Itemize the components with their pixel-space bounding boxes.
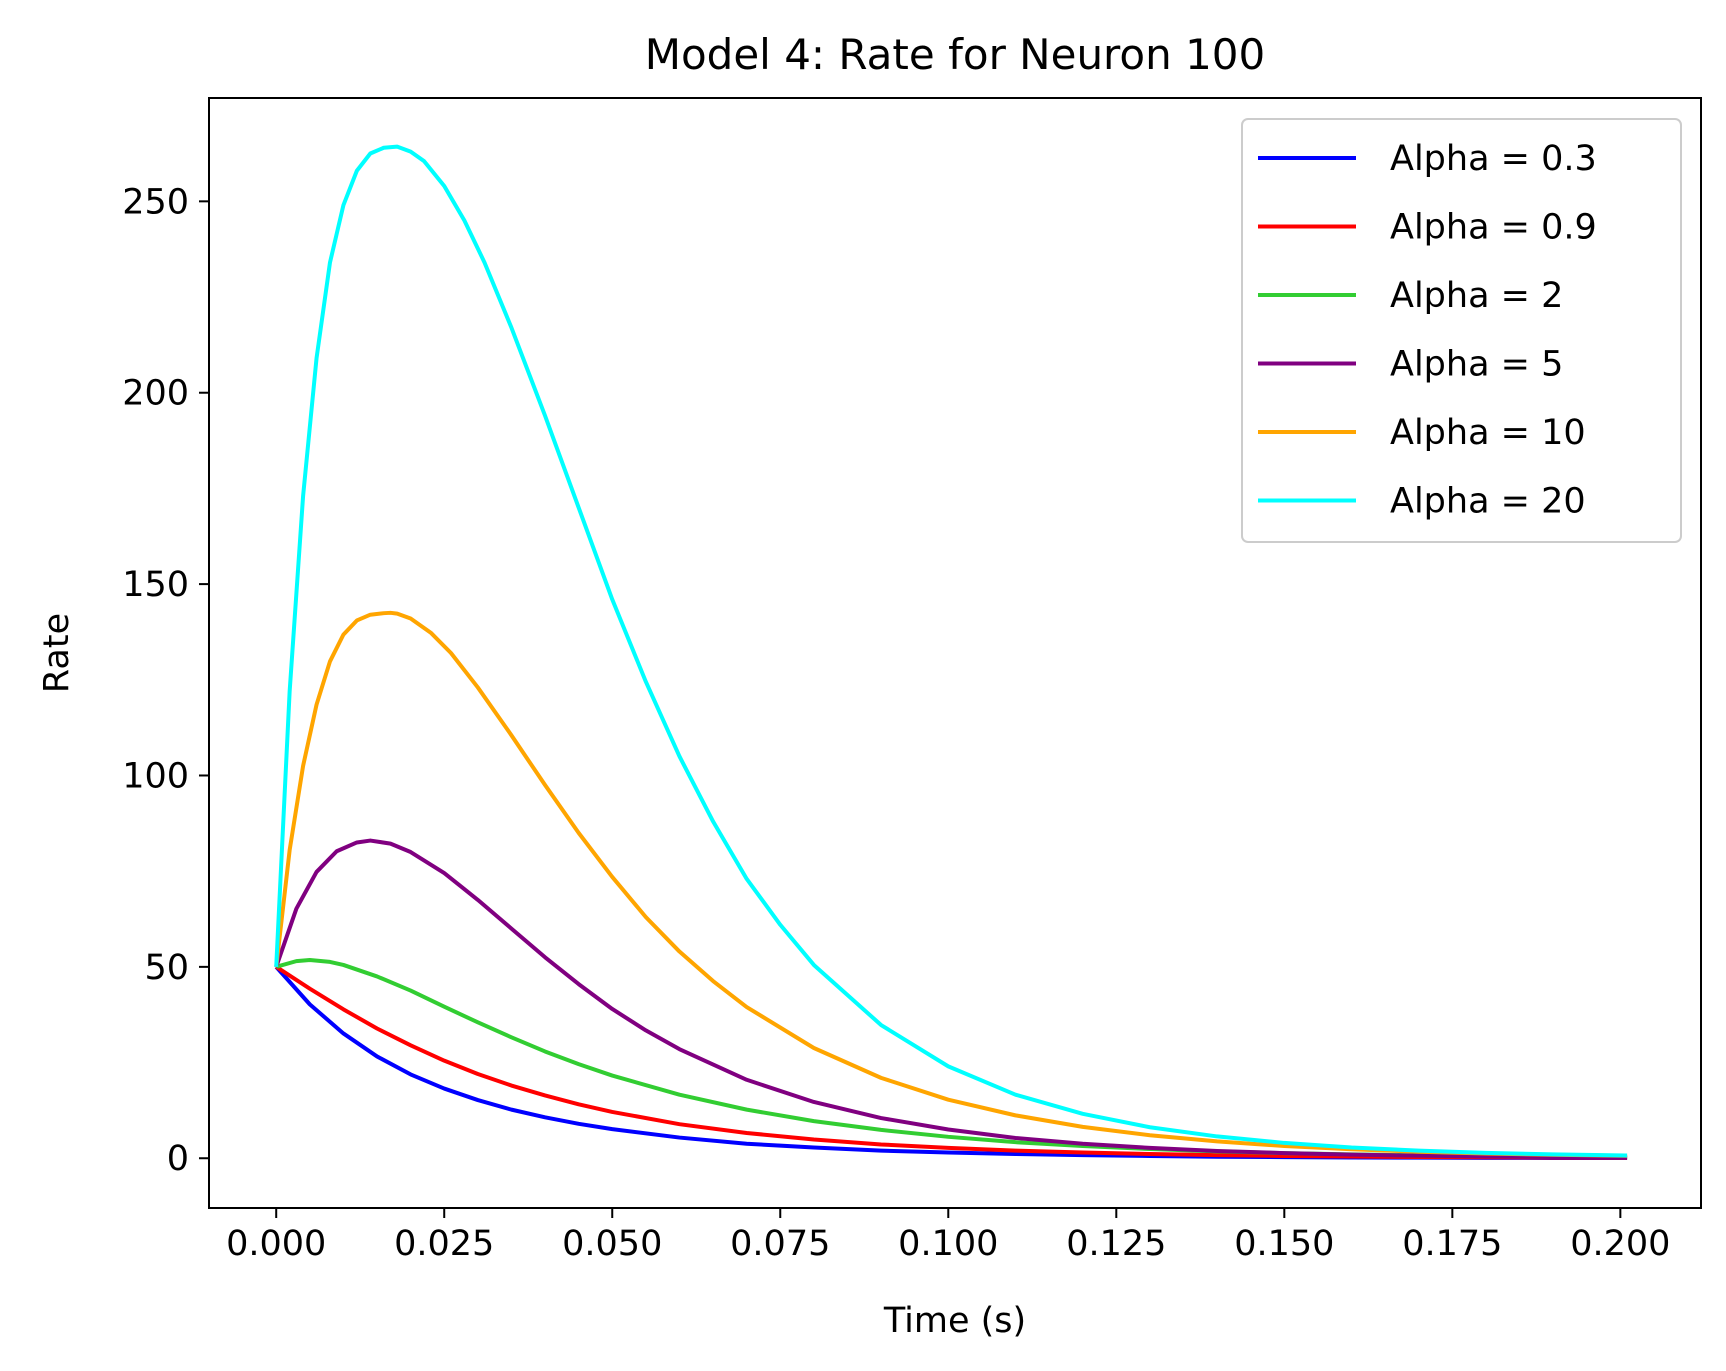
legend-label: Alpha = 20 <box>1390 482 1586 522</box>
legend-label: Alpha = 10 <box>1390 413 1586 453</box>
legend-label: Alpha = 0.3 <box>1390 139 1597 179</box>
legend-label: Alpha = 2 <box>1390 276 1563 316</box>
legend-label: Alpha = 0.9 <box>1390 208 1597 248</box>
x-tick-label: 0.175 <box>1402 1224 1502 1264</box>
y-tick-label: 200 <box>122 374 189 414</box>
y-tick-label: 0 <box>167 1139 189 1179</box>
y-axis-label: Rate <box>37 613 77 693</box>
legend-label: Alpha = 5 <box>1390 345 1563 385</box>
legend-items: Alpha = 0.3 Alpha = 0.9 Alpha = 2 Alpha = 5… <box>1258 139 1597 522</box>
x-tick-label: 0.125 <box>1066 1224 1166 1264</box>
x-tick-label: 0.150 <box>1234 1224 1334 1264</box>
legend: Alpha = 0.3 Alpha = 0.9 Alpha = 2 Alpha = 5… <box>1241 118 1682 543</box>
x-tick-label: 0.050 <box>562 1224 662 1264</box>
y-axis-ticks: 0 50 100 150 200 250 <box>122 182 209 1179</box>
y-tick-label: 150 <box>122 565 189 605</box>
series-line-6 <box>274 144 1628 1158</box>
series-line-4 <box>274 838 1628 1160</box>
plot-area-frame <box>208 97 1702 1209</box>
y-tick-label: 100 <box>122 756 189 796</box>
series-layer <box>274 144 1628 1161</box>
x-tick-label: 0.000 <box>226 1224 326 1264</box>
chart-title: Model 4: Rate for Neuron 100 <box>645 30 1265 79</box>
y-tick-label: 50 <box>144 948 189 988</box>
x-axis-label: Time (s) <box>883 1301 1026 1341</box>
y-tick-label: 250 <box>122 182 189 222</box>
x-tick-label: 0.075 <box>730 1224 830 1264</box>
x-tick-label: 0.200 <box>1570 1224 1670 1264</box>
series-line-2 <box>275 965 1628 1160</box>
legend-box <box>1241 118 1682 543</box>
series-line-5 <box>274 610 1628 1158</box>
x-tick-label: 0.100 <box>898 1224 998 1264</box>
x-tick-label: 0.025 <box>394 1224 494 1264</box>
x-axis-ticks: 0.000 0.025 0.050 0.075 0.100 0.125 0.150 0.175… <box>226 1208 1670 1264</box>
